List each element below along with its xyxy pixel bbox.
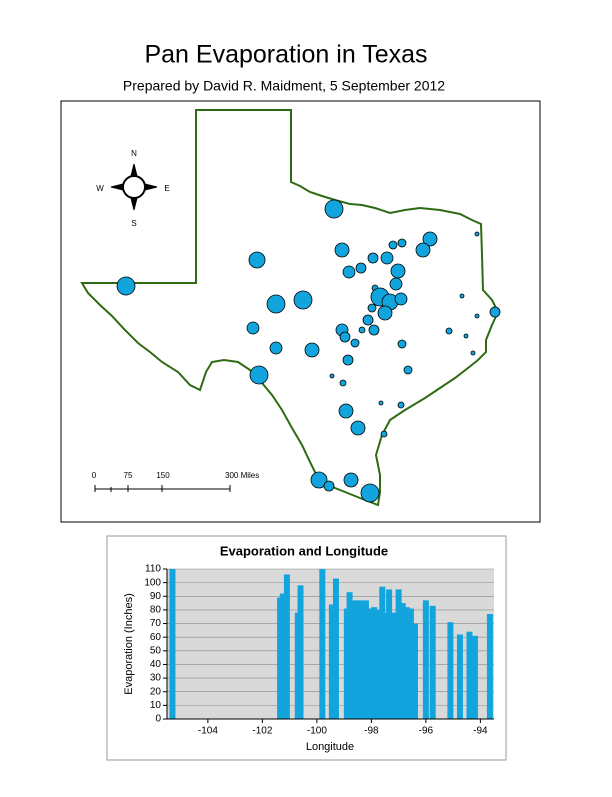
compass-rose [110, 163, 158, 211]
y-tick-label: 40 [150, 659, 162, 670]
bar [346, 592, 353, 719]
scale-label: 75 [124, 471, 133, 480]
y-tick-label: 90 [150, 591, 162, 602]
bar [367, 608, 374, 719]
compass-s: S [131, 219, 136, 228]
bar [395, 589, 402, 719]
scale-label: 150 [156, 471, 170, 480]
x-tick-label: -98 [364, 726, 379, 737]
bar [332, 578, 339, 719]
station-symbols [116, 199, 501, 503]
compass-e: E [164, 184, 169, 193]
x-tick-label: -104 [198, 726, 218, 737]
y-tick-label: 110 [145, 564, 161, 575]
bar [399, 603, 406, 719]
bar [411, 623, 418, 719]
bar [390, 612, 397, 719]
plot: 0 10 20 30 40 50 60 70 80 90 100 110 -104 -102 -100 -98… [144, 564, 494, 737]
x-axis-label: Longitude [306, 741, 354, 753]
x-tick-label: -94 [473, 726, 488, 737]
bar [357, 600, 364, 719]
bar [466, 631, 473, 719]
y-tick-label: 70 [150, 618, 162, 629]
chart-title: Evaporation and Longitude [220, 543, 388, 558]
subtitle: Prepared by David R. Maidment, 5 Septemb… [123, 78, 445, 94]
y-tick-label: 30 [150, 673, 162, 684]
bar [283, 574, 290, 719]
y-tick-label: 0 [155, 714, 161, 725]
bar [447, 622, 454, 719]
y-axis-label: Evaporation (Inches) [123, 593, 135, 695]
scale-label: 300 Miles [225, 471, 259, 480]
compass-w: W [96, 184, 104, 193]
bar [403, 607, 410, 719]
y-tick-label: 60 [150, 632, 162, 643]
title: Pan Evaporation in Texas [144, 41, 427, 69]
bar [486, 614, 493, 719]
x-tick-label: -100 [307, 726, 327, 737]
bar [429, 605, 436, 719]
bar [352, 600, 359, 719]
y-tick-label: 10 [150, 700, 162, 711]
compass-n: N [131, 149, 137, 158]
y-tick-label: 80 [150, 605, 162, 616]
x-tick-label: -102 [252, 726, 272, 737]
bar [169, 569, 176, 719]
bar [379, 586, 386, 719]
bar [319, 569, 326, 719]
bar [297, 585, 304, 719]
bar [422, 600, 429, 719]
bar [328, 604, 335, 719]
bar [407, 608, 414, 719]
y-tick-label: 20 [150, 686, 162, 697]
texas-outline [80, 109, 500, 507]
scale-bar [94, 485, 231, 492]
bar [471, 635, 478, 719]
x-tick-label: -96 [419, 726, 434, 737]
bar [279, 593, 286, 719]
bar [456, 634, 463, 719]
bar [362, 600, 369, 719]
bar [375, 609, 382, 719]
y-tick-label: 100 [144, 577, 161, 588]
bar [386, 589, 393, 719]
scale-label: 0 [92, 471, 97, 480]
bar [371, 607, 378, 719]
y-tick-label: 50 [150, 645, 162, 656]
